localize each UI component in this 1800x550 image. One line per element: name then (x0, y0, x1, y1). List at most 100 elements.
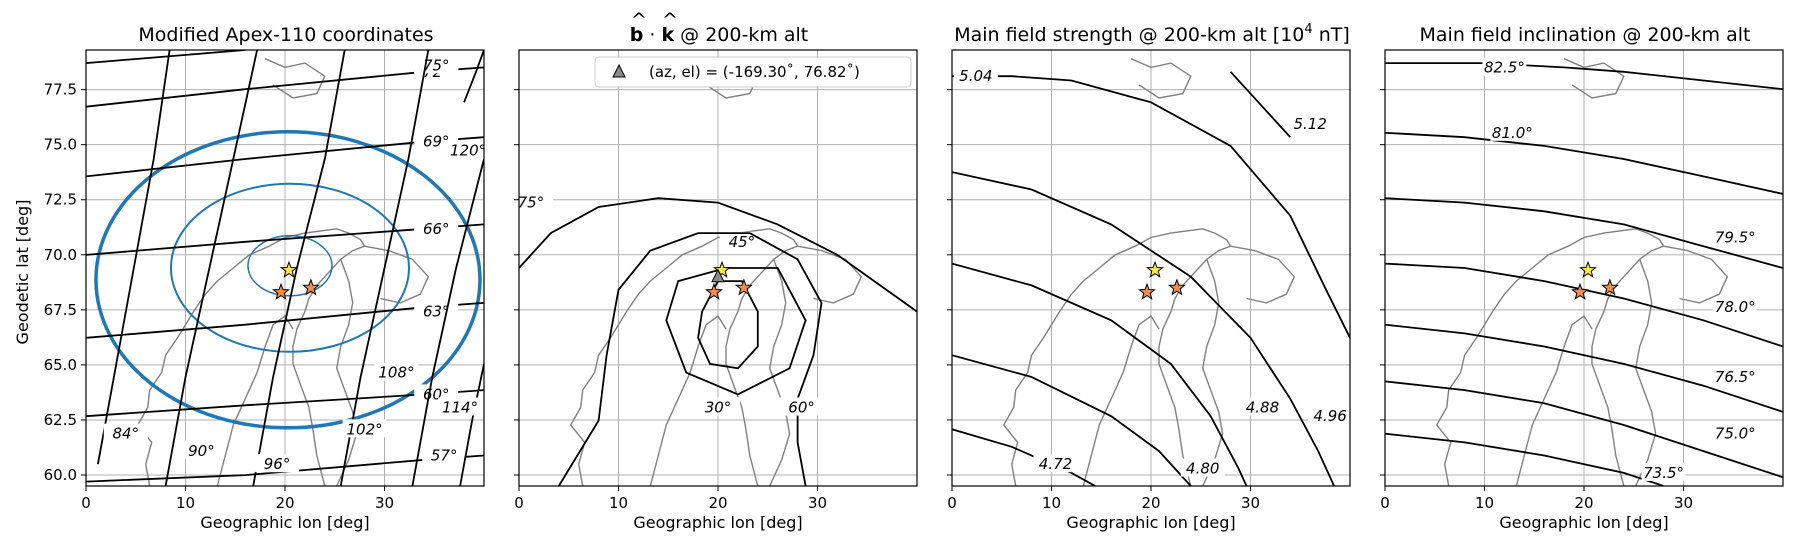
contour-line-4 (952, 262, 1248, 486)
contour-label: 75° (518, 194, 545, 212)
contour-label-bg (1180, 458, 1225, 477)
panel-2-title: b · k @ 200-km alt (630, 24, 809, 46)
contour-line-1 (1385, 62, 1783, 91)
contour-label: 102° (347, 420, 383, 438)
contour-label-bg (779, 397, 824, 416)
contour-label: 120° (450, 141, 486, 159)
x-tick-label: 10 (609, 494, 628, 512)
contour-label: 78.0° (1715, 298, 1756, 316)
coastline-3 (768, 259, 791, 486)
panel-2-title-b: b (630, 24, 644, 46)
contour-label-bg (414, 218, 459, 237)
x-tick-label: 0 (514, 494, 524, 512)
panel-1-title: Modified Apex-110 coordinates (138, 24, 433, 46)
contour-label-bg (1713, 367, 1758, 385)
contour-label-bg (719, 231, 764, 250)
legend-label: (az, el) = (-169.30˚, 76.82˚) (649, 63, 860, 81)
contour-line-14 (463, 50, 484, 103)
coastline-5 (1563, 58, 1625, 99)
legend-frame (594, 56, 912, 88)
y-tick-label: 67.5 (44, 301, 77, 319)
contour-line-3 (952, 171, 1335, 486)
contour-label: 45° (729, 233, 756, 251)
contour-label-bg (1713, 423, 1758, 442)
x-tick-label: 30 (375, 494, 394, 512)
hat-k-icon: ^ (662, 9, 678, 31)
x-axis-label: Geographic lon [deg] (1499, 513, 1668, 532)
contour-line-7 (86, 50, 246, 64)
station-star-2 (1138, 282, 1156, 300)
contour-label-bg (1490, 122, 1535, 141)
contour-label: 79.5° (1715, 228, 1756, 246)
x-tick-label: 30 (1241, 494, 1260, 512)
contour-label-bg (1482, 57, 1527, 76)
look-direction-triangle (711, 268, 725, 283)
contour-label-bg (1713, 297, 1758, 316)
contour-label-bg (374, 362, 419, 381)
station-star-3 (301, 278, 320, 296)
coastline-5 (264, 58, 326, 99)
coastline-3 (1201, 259, 1224, 486)
contour-line-3 (665, 267, 807, 396)
legend: (az, el) = (-169.30˚, 76.82˚) (594, 56, 912, 88)
contour-line-1 (952, 75, 1350, 339)
coastline-2 (1082, 314, 1160, 486)
coastline-4 (1663, 245, 1729, 304)
contour-line-11 (339, 50, 430, 486)
legend-triangle-icon (612, 63, 626, 78)
contour-label: 75.0° (1715, 425, 1756, 443)
contour-label: 75° (423, 56, 450, 74)
contour-label-bg (1033, 454, 1078, 473)
y-tick-label: 65.0 (44, 356, 77, 374)
contour-label: 66° (423, 220, 450, 238)
contour-label-bg (438, 397, 483, 416)
contour-label: 73.5° (1643, 464, 1684, 482)
coastline-1 (1435, 228, 1665, 486)
contour-label: 69° (423, 133, 450, 151)
coastline-4 (797, 245, 863, 304)
contour-label: 76.5° (1715, 368, 1756, 386)
y-axis-label: Geodetic lat [deg] (13, 200, 32, 345)
station-star-1 (280, 260, 298, 278)
y-tick-label: 62.5 (44, 411, 77, 429)
contour-label-bg (342, 419, 387, 438)
coastline-1 (1002, 228, 1232, 486)
x-tick-label: 30 (808, 494, 827, 512)
panel-1-plot-area: 57°60°63°66°69°72°75°84°90°96°102°108°11… (86, 50, 486, 486)
panel-4: 82.5° 81.0° 79.5° 78.0° 76.5° 75.0° 73.5° 0 10 20… (1380, 49, 1784, 532)
contour-label: 4.96 (1313, 407, 1346, 425)
contour-label: 4.80 (1186, 460, 1219, 478)
panel-3-title-main: Main field strength @ 200-km alt [10 (954, 24, 1304, 46)
contour-label: 5.04 (959, 67, 992, 85)
contour-label: 96° (264, 455, 291, 473)
panels-layer: 57°60°63°66°69°72°75°84°90°96°102°108°11… (44, 49, 1784, 532)
contour-label-bg (519, 192, 553, 211)
contour-line-13 (459, 363, 484, 486)
contour-label-bg (1288, 114, 1333, 133)
y-tick-label: 70.0 (44, 246, 77, 264)
contour-label-bg (179, 441, 224, 460)
panel-3-title-unit: nT] (1313, 24, 1350, 46)
contour-label: 63° (423, 303, 450, 321)
x-tick-label: 0 (81, 494, 91, 512)
contour-label-bg (103, 423, 148, 442)
x-tick-label: 10 (1475, 494, 1494, 512)
contour-label: 90° (188, 442, 215, 460)
panel-4-title: Main field inclination @ 200-km alt (1420, 24, 1751, 46)
contour-label-bg (1641, 462, 1686, 481)
contour-line-3 (1385, 197, 1783, 269)
coastline-1 (569, 228, 799, 486)
contour-line-2 (1385, 131, 1783, 195)
station-star-3 (1600, 278, 1619, 296)
panel-3: 5.04 5.12 4.96 4.88 4.80 4.72 0 10 20 30 Geographi… (947, 49, 1351, 532)
y-tick-label: 72.5 (44, 191, 77, 209)
contour-label: 108° (378, 364, 414, 382)
coastline-2 (1515, 314, 1593, 486)
x-tick-label: 20 (1141, 494, 1160, 512)
coastline-3 (1634, 259, 1657, 486)
contour-line-7 (1385, 432, 1664, 486)
x-axis-label: Geographic lon [deg] (200, 513, 369, 532)
panel-2-title-suffix: @ 200-km alt (674, 24, 808, 46)
coastline-3 (335, 259, 358, 486)
x-tick-label: 0 (1380, 494, 1390, 512)
